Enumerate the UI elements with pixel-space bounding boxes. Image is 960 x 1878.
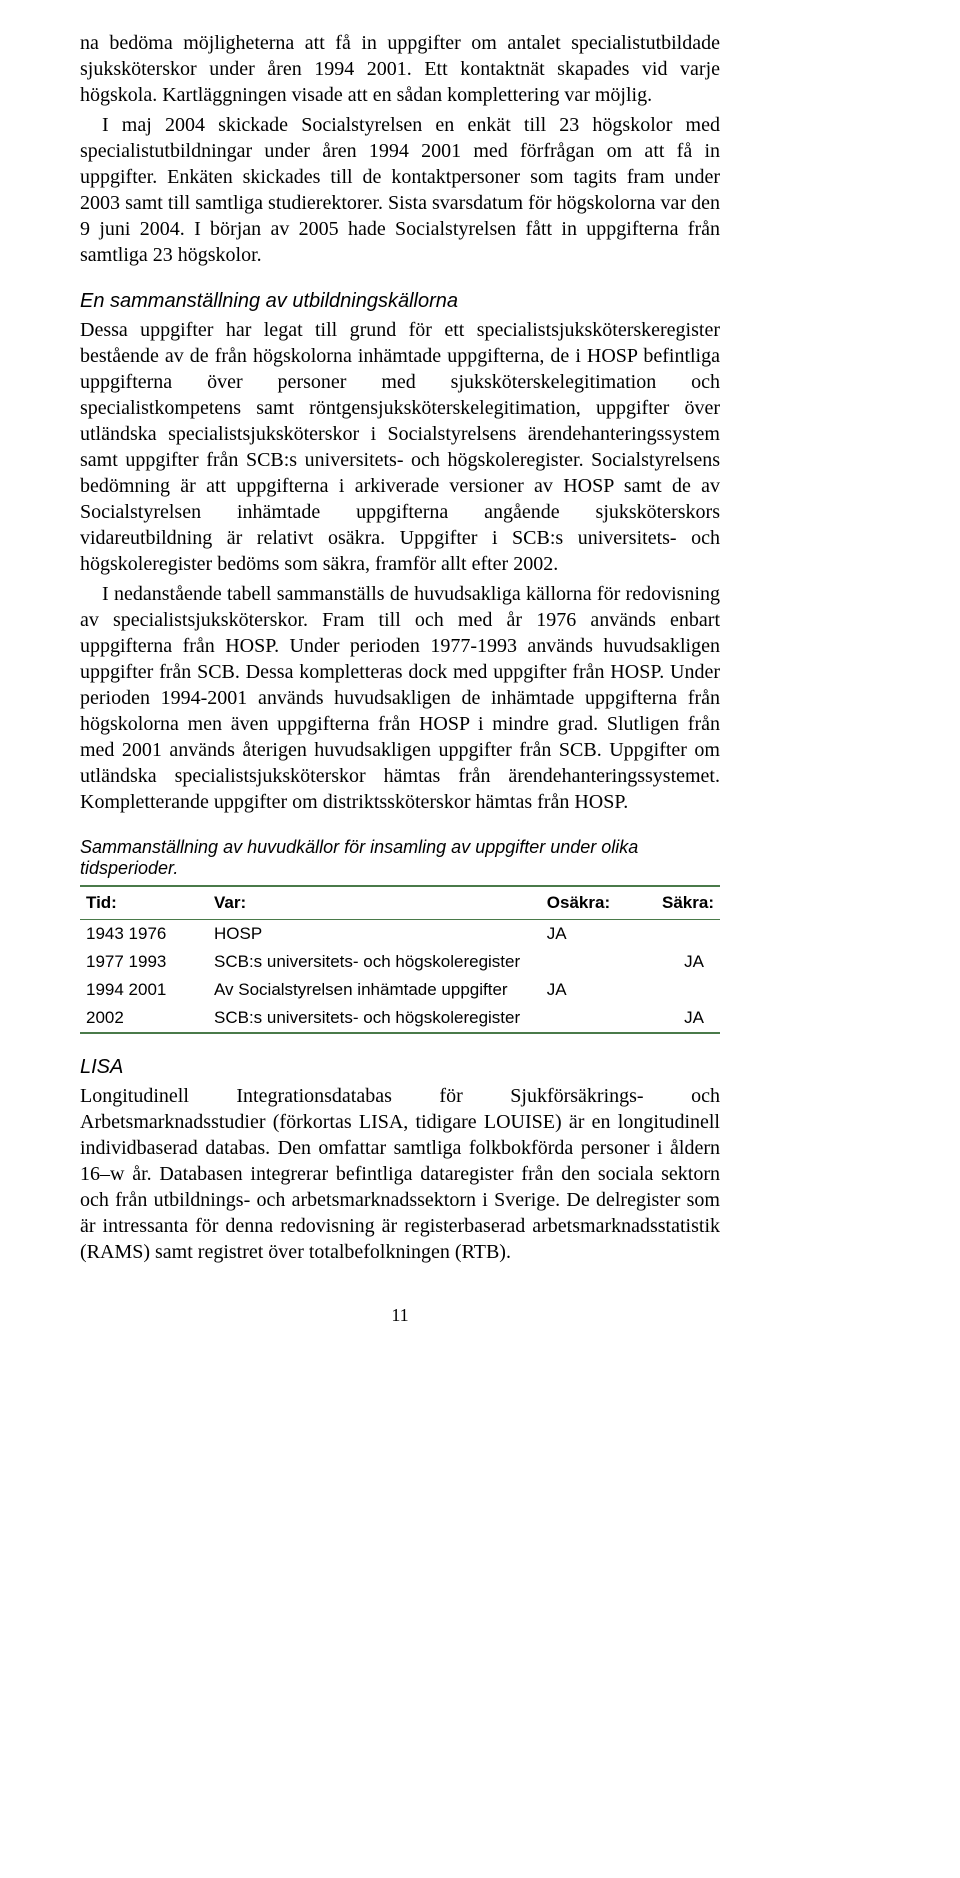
cell-osakra bbox=[541, 948, 631, 976]
cell-tid: 2002 bbox=[80, 1004, 208, 1033]
section-heading-lisa: LISA bbox=[80, 1056, 720, 1079]
column-header-sakra: Säkra: bbox=[630, 886, 720, 920]
body-paragraph: I maj 2004 skickade Socialstyrelsen en e… bbox=[80, 112, 720, 268]
cell-osakra: JA bbox=[541, 976, 631, 1004]
cell-var: Av Socialstyrelsen inhämtade uppgifter bbox=[208, 976, 541, 1004]
cell-tid: 1977 1993 bbox=[80, 948, 208, 976]
column-header-osakra: Osäkra: bbox=[541, 886, 631, 920]
body-paragraph: na bedöma möjligheterna att få in uppgif… bbox=[80, 30, 720, 108]
cell-tid: 1994 2001 bbox=[80, 976, 208, 1004]
cell-var: HOSP bbox=[208, 920, 541, 949]
cell-sakra: JA bbox=[630, 948, 720, 976]
table-row: 1994 2001 Av Socialstyrelsen inhämtade u… bbox=[80, 976, 720, 1004]
cell-sakra bbox=[630, 976, 720, 1004]
page-container: na bedöma möjligheterna att få in uppgif… bbox=[0, 0, 800, 1366]
table-row: 2002 SCB:s universitets- och högskolereg… bbox=[80, 1004, 720, 1033]
column-header-var: Var: bbox=[208, 886, 541, 920]
body-paragraph: I nedanstående tabell sammanställs de hu… bbox=[80, 581, 720, 815]
sources-table: Tid: Var: Osäkra: Säkra: 1943 1976 HOSP … bbox=[80, 885, 720, 1034]
cell-sakra bbox=[630, 920, 720, 949]
body-paragraph: Longitudinell Integrationsdatabas för Sj… bbox=[80, 1083, 720, 1265]
page-number: 11 bbox=[80, 1305, 720, 1326]
cell-osakra bbox=[541, 1004, 631, 1033]
column-header-tid: Tid: bbox=[80, 886, 208, 920]
cell-var: SCB:s universitets- och högskoleregister bbox=[208, 948, 541, 976]
table-header-row: Tid: Var: Osäkra: Säkra: bbox=[80, 886, 720, 920]
table-row: 1943 1976 HOSP JA bbox=[80, 920, 720, 949]
cell-osakra: JA bbox=[541, 920, 631, 949]
section-heading-sources: En sammanställning av utbildningskällorn… bbox=[80, 290, 720, 313]
body-paragraph: Dessa uppgifter har legat till grund för… bbox=[80, 317, 720, 577]
cell-sakra: JA bbox=[630, 1004, 720, 1033]
cell-var: SCB:s universitets- och högskoleregister bbox=[208, 1004, 541, 1033]
table-row: 1977 1993 SCB:s universitets- och högsko… bbox=[80, 948, 720, 976]
table-caption: Sammanställning av huvudkällor för insam… bbox=[80, 837, 720, 879]
cell-tid: 1943 1976 bbox=[80, 920, 208, 949]
